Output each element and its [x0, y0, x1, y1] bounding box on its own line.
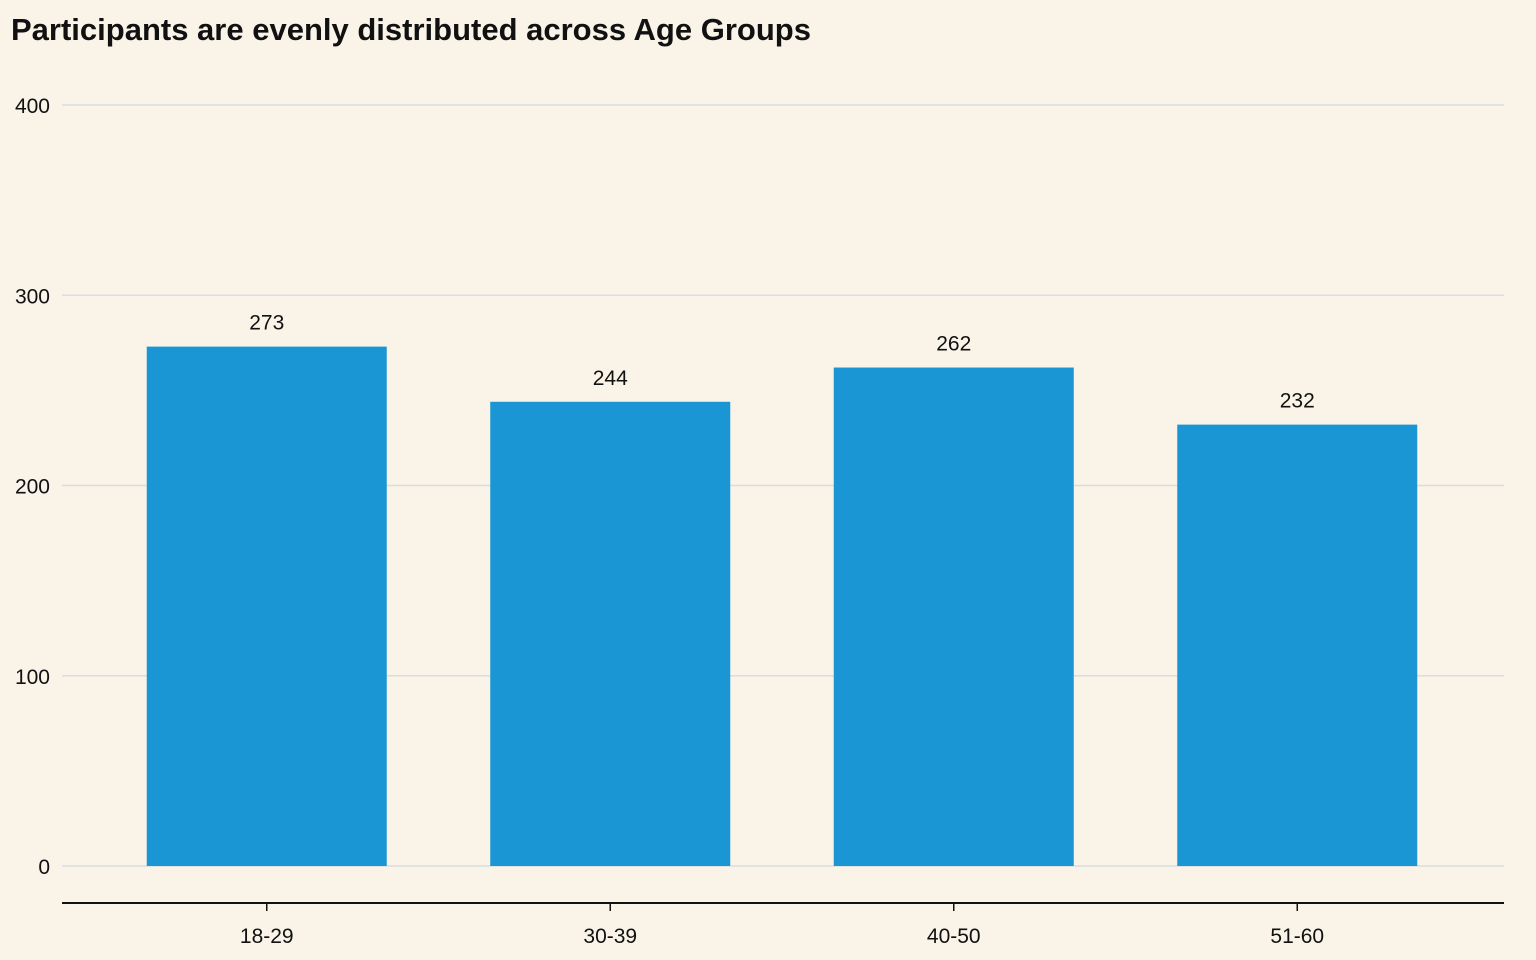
- x-tick-label: 30-39: [583, 925, 637, 948]
- bar-40-50: [833, 367, 1074, 866]
- y-tick-label: 100: [15, 666, 50, 689]
- data-label: 273: [249, 312, 284, 335]
- bar-30-39: [490, 401, 731, 866]
- x-axis: 18-29 30-39 40-50 51-60: [62, 902, 1504, 948]
- chart-title: Participants are evenly distributed acro…: [11, 12, 811, 47]
- x-tick-label: 40-50: [927, 925, 981, 948]
- data-label: 262: [936, 333, 971, 356]
- y-tick-label: 0: [38, 856, 50, 879]
- y-tick-label: 400: [15, 95, 50, 118]
- bars: [146, 346, 1418, 866]
- x-tick-label: 18-29: [240, 925, 294, 948]
- data-labels: 273 244 262 232: [249, 312, 1315, 413]
- bar-18-29: [146, 346, 387, 866]
- y-tick-label: 200: [15, 476, 50, 499]
- y-tick-label: 300: [15, 285, 50, 308]
- x-tick-label: 51-60: [1270, 925, 1324, 948]
- bar-51-60: [1177, 424, 1418, 866]
- data-label: 232: [1280, 390, 1315, 413]
- y-axis: 0 100 200 300 400: [15, 95, 50, 879]
- data-label: 244: [593, 367, 628, 390]
